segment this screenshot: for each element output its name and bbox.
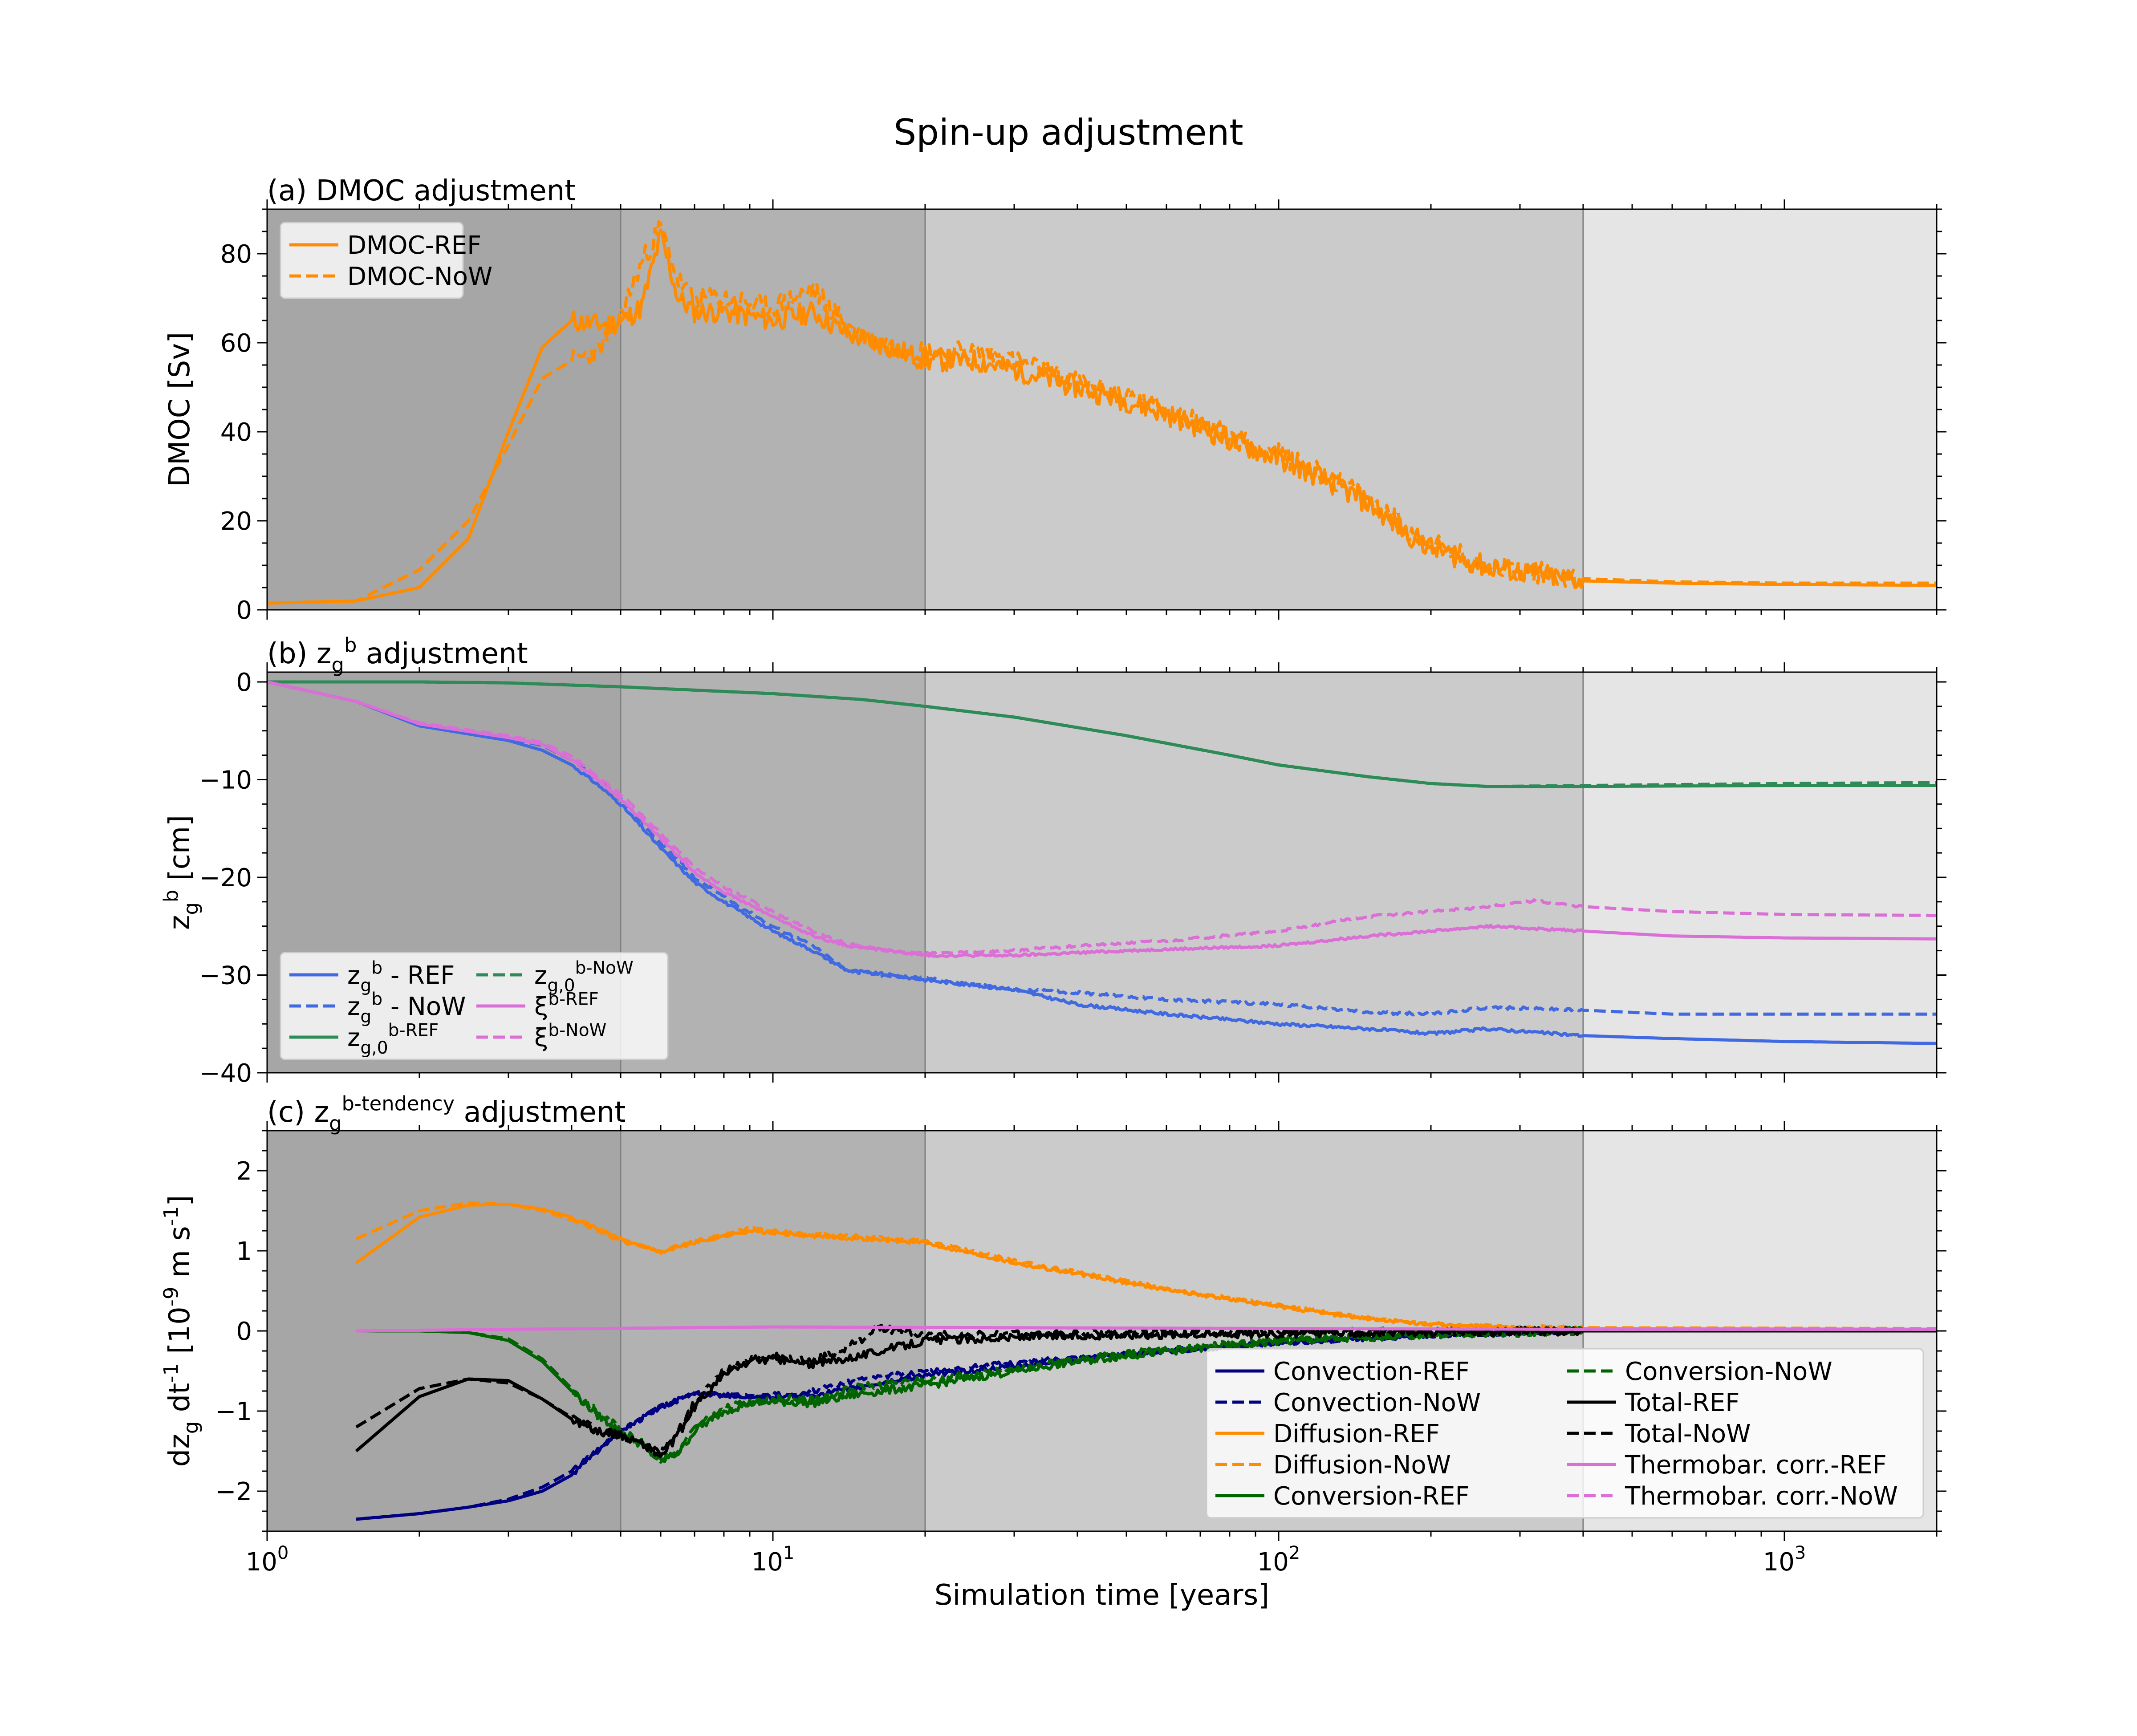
shade-band — [925, 672, 1583, 1073]
y-tick-label: −30 — [199, 961, 252, 990]
legend-label: Diffusion-NoW — [1273, 1451, 1451, 1480]
y-tick-label: 40 — [220, 418, 252, 447]
x-tick-exponent: 2 — [1289, 1543, 1300, 1563]
x-tick-base: 10 — [752, 1548, 783, 1577]
panel-title: (a) DMOC adjustment — [267, 174, 576, 207]
series-group — [267, 680, 1937, 1045]
x-tick-label: 103 — [1763, 1543, 1806, 1577]
series-line — [355, 1322, 1937, 1457]
legend-box — [1206, 1348, 1924, 1519]
legend-label: Total-NoW — [1625, 1420, 1751, 1448]
series-line — [267, 680, 1937, 956]
legend-label: Thermobar. corr.-REF — [1625, 1451, 1887, 1480]
shade-band — [1583, 209, 1937, 610]
series-line — [267, 220, 1937, 605]
y-tick-label: 0 — [236, 596, 252, 625]
y-tick-label: 1 — [236, 1237, 252, 1266]
y-axis-label: zgb [cm] — [159, 815, 203, 930]
legend-label: Convection-REF — [1273, 1357, 1470, 1386]
series-line — [356, 1325, 1937, 1333]
y-tick-label: −1 — [215, 1397, 252, 1426]
y-tick-label: 0 — [236, 668, 252, 697]
legend-label: ξb-REF — [534, 990, 599, 1021]
x-tick-base: 10 — [246, 1548, 277, 1577]
y-axis-label: dzg dt-1 [10-9 m s-1] — [159, 1195, 203, 1467]
series-group — [267, 220, 1937, 605]
y-tick-label: 80 — [220, 240, 252, 269]
legend-label: Thermobar. corr.-NoW — [1625, 1482, 1898, 1511]
y-tick-label: −40 — [199, 1059, 252, 1088]
series-line — [267, 680, 1937, 958]
x-tick-label: 100 — [246, 1543, 289, 1577]
legend-label: Diffusion-REF — [1273, 1420, 1440, 1448]
y-tick-label: −10 — [199, 766, 252, 795]
y-tick-label: 2 — [236, 1157, 252, 1186]
panel-a: 0 20 40 60 80 (a) DMOC adjustment DMOC [Sv] DMO… — [163, 174, 1946, 625]
x-tick-label: 101 — [752, 1543, 795, 1577]
panel-b: 0 −10 −20 −30 −40 (b) zgb adjustment zgb [cm] z… — [159, 633, 1946, 1088]
y-tick-label: 20 — [220, 507, 252, 536]
axes-frame — [266, 671, 1938, 1074]
legend-label: DMOC-NoW — [347, 262, 492, 291]
y-tick-label: 60 — [220, 329, 252, 358]
panel-title: (c) zgb-tendency adjustment — [267, 1091, 626, 1135]
x-tick-base: 10 — [1763, 1548, 1795, 1577]
x-tick-exponent: 0 — [277, 1543, 288, 1563]
x-tick-exponent: 1 — [783, 1543, 794, 1563]
legend-label: Conversion-REF — [1273, 1482, 1470, 1511]
y-tick-label: 0 — [236, 1317, 252, 1346]
x-tick-label: 102 — [1257, 1543, 1300, 1577]
series-line — [267, 680, 1937, 788]
x-tick-exponent: 3 — [1795, 1543, 1806, 1563]
legend-label: zgb - NoW — [347, 990, 466, 1027]
y-tick-label: −20 — [199, 864, 252, 892]
y-tick-label: −2 — [215, 1477, 252, 1506]
x-axis-label: Simulation time [years] — [934, 1579, 1269, 1612]
legend-label: Convection-NoW — [1273, 1388, 1481, 1417]
series-group — [355, 1201, 1937, 1521]
legend-label: zg,0b-NoW — [534, 958, 634, 996]
shade-band — [1583, 672, 1937, 1073]
shade-band — [925, 209, 1583, 610]
legend-label: ξb-NoW — [534, 1021, 606, 1052]
legend-box — [280, 952, 669, 1060]
legend-label: zg,0b-REF — [347, 1021, 439, 1058]
legend-box — [280, 222, 464, 299]
shade-band — [621, 672, 925, 1073]
shade-band — [621, 209, 925, 610]
figure-title: Spin-up adjustment — [894, 112, 1243, 153]
y-axis-label: DMOC [Sv] — [163, 332, 196, 487]
legend-label: Conversion-NoW — [1625, 1357, 1832, 1386]
x-tick-base: 10 — [1257, 1548, 1289, 1577]
panel-title: (b) zgb adjustment — [267, 633, 528, 677]
legend-label: zgb - REF — [347, 958, 455, 996]
legend-label: DMOC-REF — [347, 231, 481, 260]
legend-label: Total-REF — [1625, 1388, 1740, 1417]
series-line — [267, 680, 1937, 1045]
